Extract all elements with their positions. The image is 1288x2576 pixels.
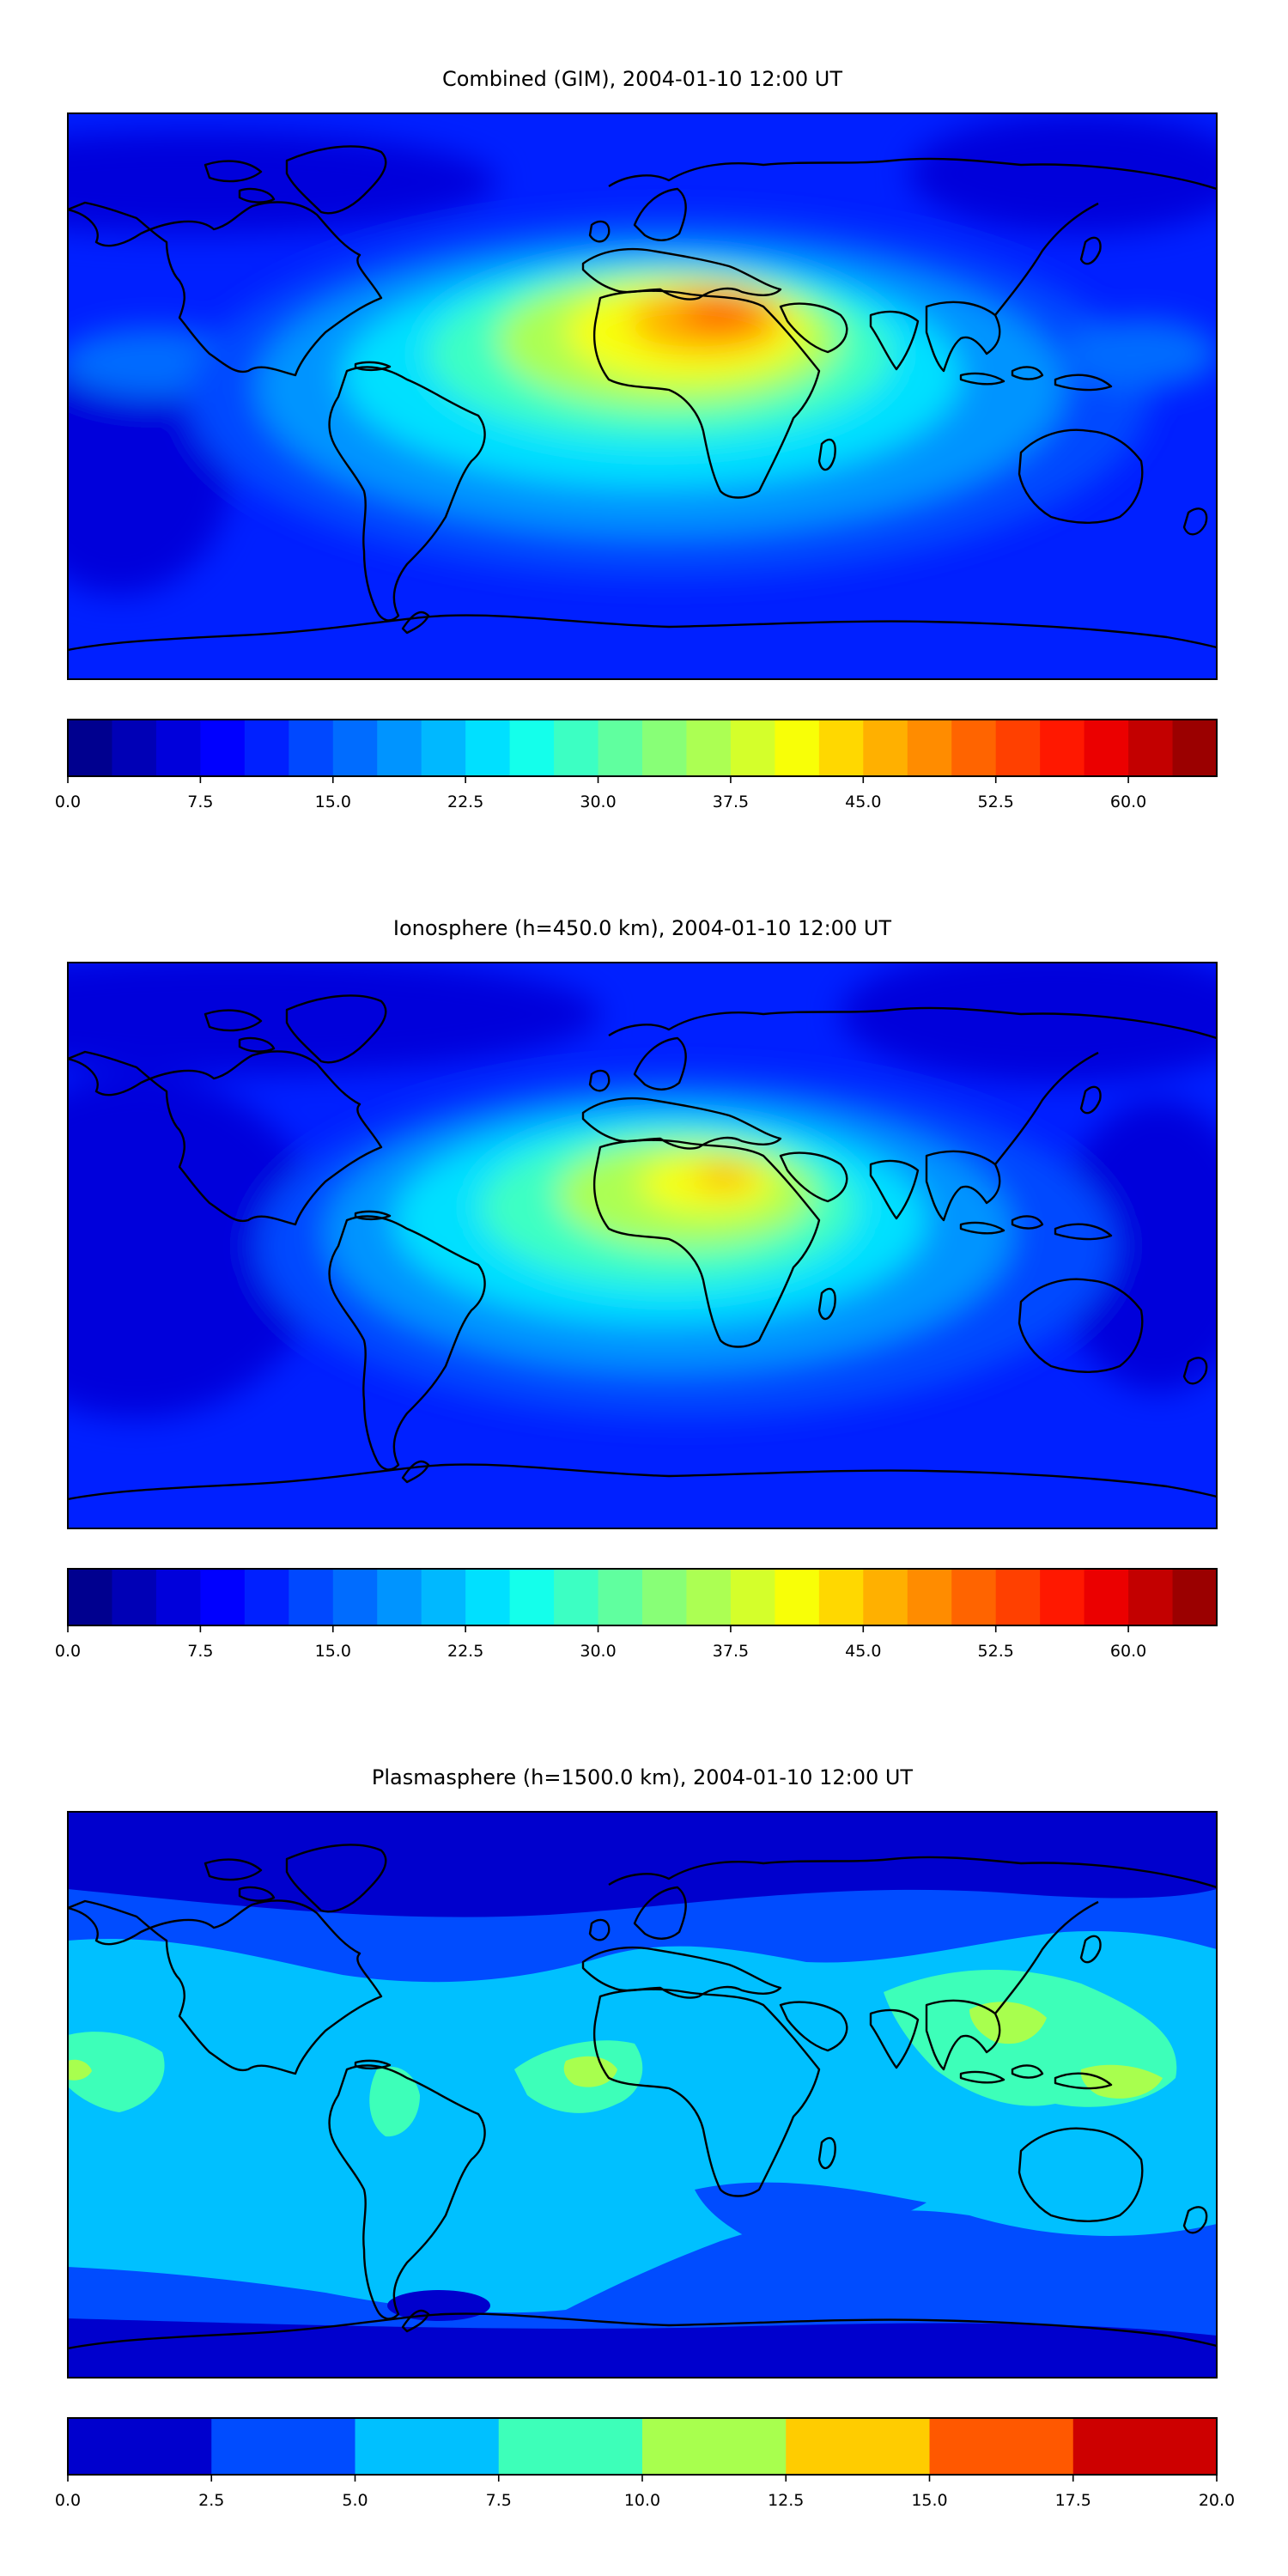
- colorbar-segment: [155, 720, 201, 776]
- panel-title-combined: Combined (GIM), 2004-01-10 12:00 UT: [442, 67, 842, 91]
- colorbar-segment: [951, 1569, 997, 1625]
- colorbar-segment: [995, 720, 1041, 776]
- colorbar-segment: [1040, 1569, 1085, 1625]
- colorbar-segment: [509, 720, 555, 776]
- colorbar-tick-label: 0.0: [55, 2491, 81, 2510]
- colorbar-segment: [598, 1569, 643, 1625]
- colorbar-segment: [377, 720, 422, 776]
- colorbar-segment: [775, 720, 820, 776]
- colorbar-tick-label: 45.0: [845, 793, 881, 811]
- colorbar-tick-label: 22.5: [447, 793, 483, 811]
- colorbar-tick-label: 37.5: [713, 1642, 749, 1661]
- colorbar-segment: [818, 1569, 864, 1625]
- colorbar-segment: [421, 1569, 466, 1625]
- colorbar-tick-label: 7.5: [187, 793, 213, 811]
- colorbar-tick-label: 7.5: [486, 2491, 512, 2510]
- colorbar-tick-label: 0.0: [55, 793, 81, 811]
- colorbar-segment: [951, 720, 997, 776]
- colorbar-plasmasphere: 0.0 2.5 5.0 7.5 10.0 12.5 15.0 17.5 20.0: [55, 2417, 1235, 2510]
- colorbar-tick-label: 5.0: [342, 2491, 368, 2510]
- colorbar-segment: [730, 1569, 775, 1625]
- colorbar-tick-label: 0.0: [55, 1642, 81, 1661]
- colorbar-segment: [377, 1569, 422, 1625]
- colorbar-segment: [863, 1569, 908, 1625]
- colorbar-tick-label: 20.0: [1199, 2491, 1235, 2510]
- colorbar-segment: [686, 1569, 732, 1625]
- colorbar-tick-label: 30.0: [580, 793, 616, 811]
- colorbar-segment: [995, 1569, 1041, 1625]
- colorbar-segment: [244, 1569, 289, 1625]
- colorbar-segment: [907, 720, 952, 776]
- colorbar-tick-label: 2.5: [198, 2491, 224, 2510]
- colorbar-segment: [355, 2418, 500, 2475]
- colorbar-segment: [244, 720, 289, 776]
- colorbar-segment: [775, 1569, 820, 1625]
- colorbar-segment: [686, 720, 732, 776]
- map-plasmasphere: [68, 1812, 1217, 2378]
- colorbar-ionosphere: 0.0 7.5 15.0 22.5 30.0 37.5 45.0 52.5 60.0: [55, 1568, 1218, 1661]
- colorbar-segment: [289, 1569, 334, 1625]
- colorbar-segment: [465, 720, 511, 776]
- colorbar-segment: [1172, 1569, 1218, 1625]
- colorbar-segment: [642, 1569, 688, 1625]
- colorbar-tick-label: 52.5: [978, 793, 1014, 811]
- map-combined: [68, 113, 1217, 679]
- panel-title-plasmasphere: Plasmasphere (h=1500.0 km), 2004-01-10 1…: [372, 1765, 914, 1789]
- map-ionosphere: [68, 963, 1217, 1528]
- colorbar-segment: [730, 720, 775, 776]
- colorbar-segment: [642, 720, 688, 776]
- colorbar-segment: [1128, 1569, 1174, 1625]
- colorbar-tick-label: 15.0: [315, 793, 351, 811]
- colorbar-segment: [68, 2418, 212, 2475]
- colorbar-tick-label: 22.5: [447, 1642, 483, 1661]
- colorbar-segment: [1172, 720, 1218, 776]
- colorbar-segment: [1072, 2418, 1218, 2475]
- colorbar-segment: [200, 720, 246, 776]
- colorbar-tick-label: 45.0: [845, 1642, 881, 1661]
- colorbar-tick-label: 17.5: [1055, 2491, 1091, 2510]
- colorbar-segment: [211, 2418, 356, 2475]
- colorbar-segment: [598, 720, 643, 776]
- colorbar-segment: [509, 1569, 555, 1625]
- colorbar-segment: [554, 720, 599, 776]
- colorbar-combined: 0.0 7.5 15.0 22.5 30.0 37.5 45.0 52.5 60.0: [55, 719, 1218, 811]
- colorbar-segment: [642, 2418, 787, 2475]
- colorbar-segment: [465, 1569, 511, 1625]
- colorbar-segment: [1084, 720, 1129, 776]
- colorbar-segment: [786, 2418, 931, 2475]
- colorbar-segment: [289, 720, 334, 776]
- colorbar-segment: [1084, 1569, 1129, 1625]
- colorbar-segment: [863, 720, 908, 776]
- colorbar-segment: [68, 1569, 113, 1625]
- colorbar-segment: [68, 720, 113, 776]
- colorbar-tick-label: 7.5: [187, 1642, 213, 1661]
- colorbar-tick-label: 15.0: [315, 1642, 351, 1661]
- colorbar-segment: [112, 720, 157, 776]
- colorbar-segment: [1128, 720, 1174, 776]
- colorbar-tick-label: 52.5: [978, 1642, 1014, 1661]
- colorbar-segment: [929, 2418, 1074, 2475]
- panel-title-ionosphere: Ionosphere (h=450.0 km), 2004-01-10 12:0…: [393, 916, 891, 940]
- colorbar-tick-label: 10.0: [624, 2491, 660, 2510]
- colorbar-segment: [1040, 720, 1085, 776]
- colorbar-tick-label: 15.0: [911, 2491, 947, 2510]
- colorbar-tick-label: 30.0: [580, 1642, 616, 1661]
- colorbar-frame: [67, 719, 1218, 777]
- colorbar-segment: [907, 1569, 952, 1625]
- colorbar-segment: [332, 1569, 378, 1625]
- colorbar-tick-label: 37.5: [713, 793, 749, 811]
- colorbar-segment: [200, 1569, 246, 1625]
- colorbar-segment: [498, 2418, 643, 2475]
- colorbar-tick-label: 60.0: [1110, 793, 1146, 811]
- colorbar-tick-label: 12.5: [768, 2491, 804, 2510]
- colorbar-segment: [332, 720, 378, 776]
- colorbar-segment: [818, 720, 864, 776]
- colorbar-segment: [155, 1569, 201, 1625]
- colorbar-segment: [554, 1569, 599, 1625]
- colorbar-segment: [112, 1569, 157, 1625]
- colorbar-segment: [421, 720, 466, 776]
- colorbar-tick-label: 60.0: [1110, 1642, 1146, 1661]
- colorbar-frame: [67, 1568, 1218, 1626]
